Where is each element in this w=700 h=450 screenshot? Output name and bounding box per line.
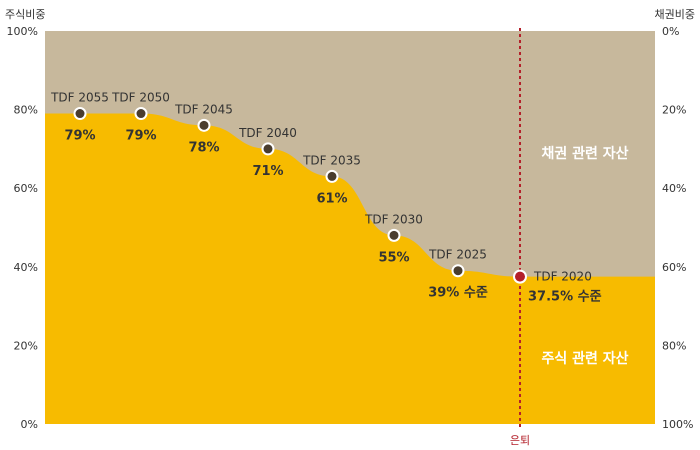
fund-value-label: 79%	[125, 129, 156, 144]
fund-value-label: 79%	[64, 129, 95, 144]
fund-name-label: TDF 2050	[111, 91, 170, 105]
left-tick-labels: 100% 80% 60% 40% 20% 0%	[7, 25, 38, 431]
left-tick-label: 100%	[7, 25, 38, 38]
right-tick-label: 60%	[662, 261, 686, 274]
right-axis-title: 채권비중	[655, 8, 695, 21]
left-axis-title: 주식비중	[5, 8, 45, 21]
stock-region-label: 주식 관련 자산	[541, 350, 628, 367]
fund-name-label: TDF 2055	[50, 91, 109, 105]
fund-marker	[134, 107, 148, 121]
right-tick-label: 40%	[662, 182, 686, 195]
bond-region-label: 채권 관련 자산	[541, 145, 628, 162]
fund-marker	[73, 107, 87, 121]
fund-value-label: 39% 수준	[428, 286, 488, 301]
left-tick-label: 80%	[14, 104, 38, 117]
fund-marker	[197, 118, 211, 132]
fund-value-label: 78%	[188, 140, 219, 155]
fund-marker	[325, 169, 339, 183]
fund-name-label: TDF 2045	[174, 102, 233, 116]
fund-value-label: 37.5% 수준	[528, 290, 602, 305]
fund-value-label: 55%	[378, 250, 409, 265]
left-tick-label: 0%	[21, 418, 38, 431]
fund-marker	[513, 269, 527, 284]
fund-marker	[387, 228, 401, 242]
left-tick-label: 60%	[14, 182, 38, 195]
right-tick-label: 20%	[662, 104, 686, 117]
stock-area	[45, 113, 655, 424]
fund-name-label: TDF 2030	[364, 212, 423, 226]
right-tick-label: 100%	[662, 418, 693, 431]
right-tick-label: 0%	[662, 25, 679, 38]
right-tick-label: 80%	[662, 339, 686, 352]
fund-name-label: TDF 2020	[533, 270, 592, 284]
fund-marker	[451, 264, 465, 278]
fund-name-label: TDF 2035	[302, 153, 361, 167]
fund-value-label: 61%	[316, 191, 347, 206]
retirement-label: 은퇴	[510, 434, 530, 447]
fund-marker	[261, 142, 275, 156]
fund-name-label: TDF 2025	[428, 248, 487, 262]
fund-name-label: TDF 2040	[238, 126, 297, 140]
fund-value-label: 71%	[252, 164, 283, 179]
left-tick-label: 40%	[14, 261, 38, 274]
fund-points: TDF 2055 79% TDF 2050 79% TDF 2045 78% TDF 204…	[50, 91, 602, 305]
right-tick-labels: 0% 20% 40% 60% 80% 100%	[662, 25, 693, 431]
left-tick-label: 20%	[14, 339, 38, 352]
